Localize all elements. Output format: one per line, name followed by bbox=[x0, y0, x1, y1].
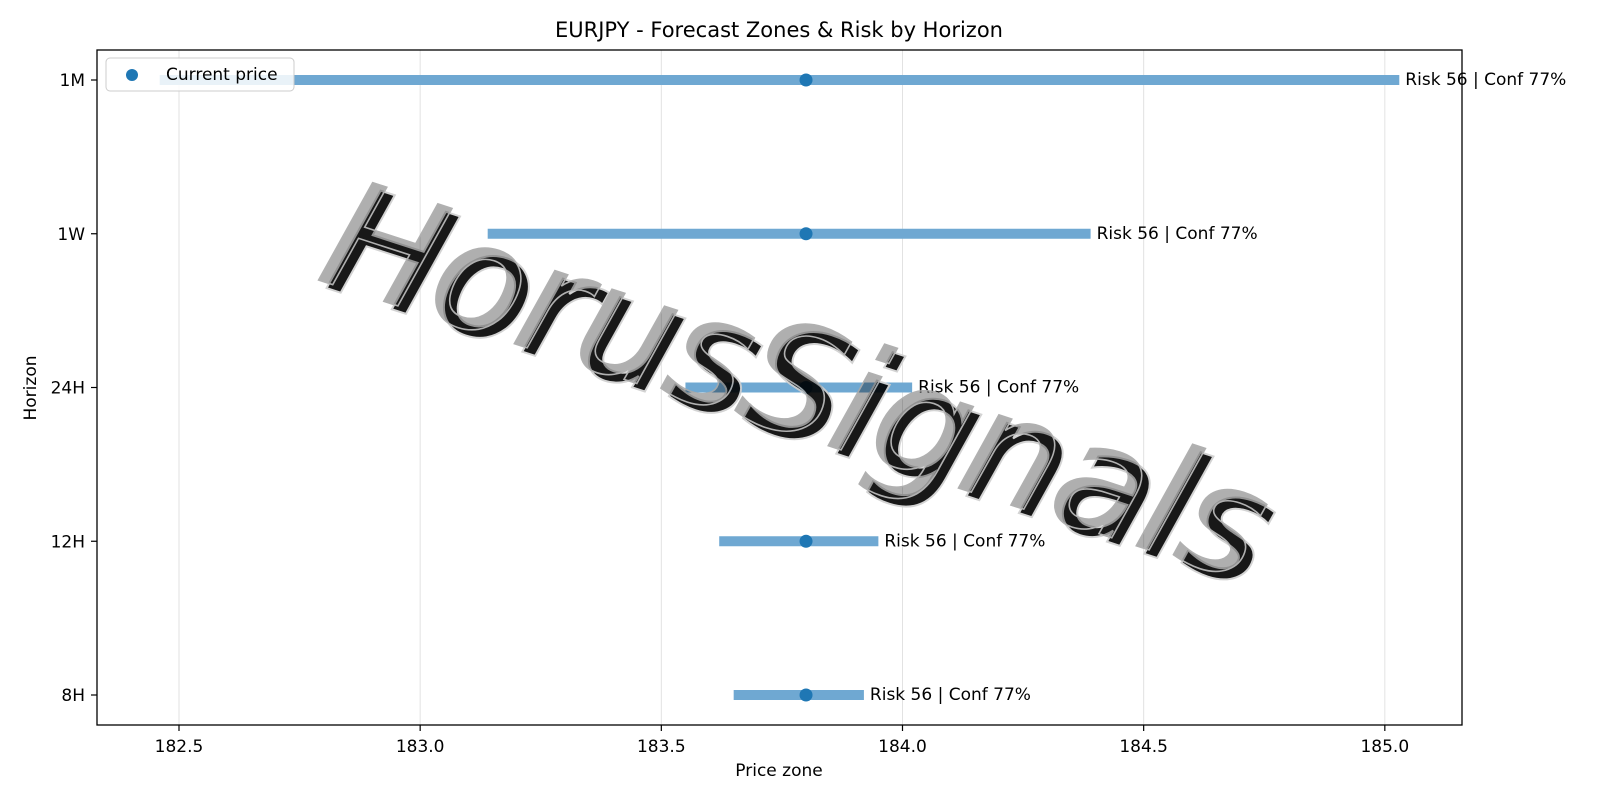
x-axis: 182.5 183.0 183.5 184.0 184.5 185.0 bbox=[155, 725, 1409, 757]
x-tick-label: 183.5 bbox=[637, 737, 686, 757]
current-price-point bbox=[799, 534, 813, 548]
current-price-point bbox=[799, 227, 813, 241]
y-tick-label: 12H bbox=[51, 532, 85, 552]
legend-marker bbox=[126, 69, 138, 81]
risk-annotation: Risk 56 | Conf 77% bbox=[1097, 224, 1258, 244]
legend: Current price bbox=[105, 57, 295, 92]
x-tick-label: 184.5 bbox=[1119, 737, 1168, 757]
current-price-point bbox=[799, 73, 813, 87]
forecast-zones bbox=[159, 75, 1400, 700]
x-tick-label: 184.0 bbox=[878, 737, 927, 757]
zone-bar bbox=[685, 382, 913, 393]
y-axis-label: Horizon bbox=[21, 356, 41, 421]
legend-box bbox=[105, 57, 295, 92]
risk-annotation: Risk 56 | Conf 77% bbox=[870, 685, 1031, 705]
zone-bar bbox=[487, 228, 1091, 239]
zone-bar bbox=[719, 536, 879, 547]
chart-title: EURJPY - Forecast Zones & Risk by Horizo… bbox=[555, 18, 1003, 42]
current-price-points bbox=[799, 73, 813, 702]
legend-label: Current price bbox=[166, 65, 278, 85]
y-tick-label: 24H bbox=[51, 379, 85, 399]
risk-annotation: Risk 56 | Conf 77% bbox=[1405, 70, 1566, 90]
current-price-point bbox=[799, 381, 813, 394]
x-axis-label: Price zone bbox=[735, 761, 822, 781]
zone-bar bbox=[733, 690, 864, 700]
current-price-point bbox=[799, 688, 813, 702]
x-tick-label: 183.0 bbox=[396, 737, 445, 757]
risk-annotation: Risk 56 | Conf 77% bbox=[918, 378, 1079, 398]
y-tick-label: 1W bbox=[57, 225, 85, 245]
risk-annotations: Risk 56 | Conf 77% Risk 56 | Conf 77% Risk… bbox=[870, 70, 1566, 705]
risk-annotation: Risk 56 | Conf 77% bbox=[884, 531, 1045, 551]
watermark: HorusSignals HorusSignals bbox=[303, 147, 1297, 625]
grid-lines bbox=[178, 50, 1386, 725]
zone-bar bbox=[159, 75, 1400, 85]
x-tick-label: 185.0 bbox=[1360, 737, 1409, 757]
y-tick-label: 8H bbox=[61, 686, 85, 706]
y-axis: 8H 12H 24H 1W 1M bbox=[51, 71, 97, 706]
y-tick-label: 1M bbox=[60, 71, 85, 91]
x-tick-label: 182.5 bbox=[155, 737, 204, 757]
